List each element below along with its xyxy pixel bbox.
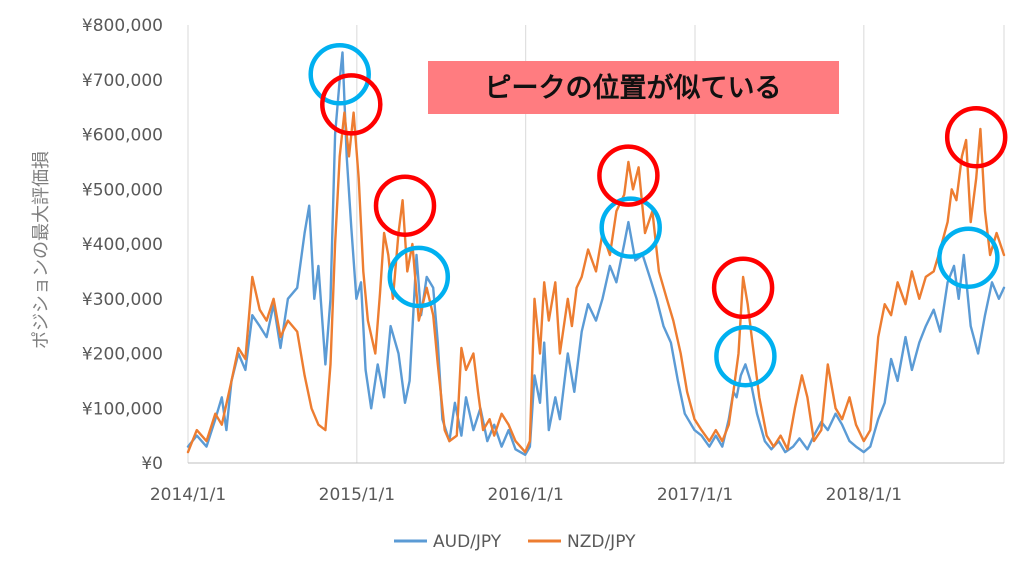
peak-circle-nzd (944, 105, 1008, 169)
legend-item-nzd: NZD/JPY (528, 532, 636, 552)
peak-circle-nzd (373, 174, 437, 237)
x-tick-label: 2018/1/1 (826, 485, 902, 505)
x-tick-label: 2016/1/1 (488, 485, 564, 505)
annotation-box: ピークの位置が似ている (428, 61, 839, 114)
y-tick-label: ¥800,000 (82, 16, 163, 36)
axes: 2014/1/1 2015/1/1 2016/1/1 2017/1/1 2018/1/1… (82, 16, 1004, 505)
legend: AUD/JPY NZD/JPY (394, 532, 636, 552)
peak-circle-nzd (597, 144, 660, 207)
y-tick-label: ¥600,000 (82, 126, 163, 146)
y-tick-label: ¥500,000 (82, 180, 163, 200)
x-tick-label: 2017/1/1 (657, 485, 733, 505)
x-tick-label: 2014/1/1 (150, 485, 226, 505)
peak-circle-aud (387, 245, 451, 309)
y-tick-label: ¥100,000 (82, 399, 163, 419)
legend-label-aud: AUD/JPY (433, 532, 502, 552)
y-tick-label: ¥700,000 (82, 71, 163, 91)
peak-circle-nzd (320, 73, 383, 136)
series-line-nzd (186, 111, 1006, 454)
peak-highlights (308, 43, 1008, 388)
annotation-background (428, 61, 839, 114)
x-tick-label: 2015/1/1 (319, 485, 395, 505)
peak-circle-aud (599, 196, 662, 259)
peak-circle-aud (937, 226, 1000, 289)
y-tick-label: ¥200,000 (82, 345, 163, 365)
y-tick-label: ¥400,000 (82, 235, 163, 255)
series-lines (186, 51, 1006, 456)
y-tick-label: ¥0 (141, 454, 163, 474)
annotation-text: ピークの位置が似ている (485, 72, 782, 104)
peak-circle-aud (308, 43, 371, 106)
legend-item-aud: AUD/JPY (394, 532, 502, 552)
y-axis-title: ポジションの最大評価損 (31, 151, 52, 349)
y-tick-label: ¥300,000 (82, 290, 163, 310)
peak-circle-nzd (711, 256, 775, 320)
series-line-aud (186, 51, 1006, 456)
peak-circle-aud (714, 324, 777, 388)
legend-label-nzd: NZD/JPY (567, 532, 636, 552)
